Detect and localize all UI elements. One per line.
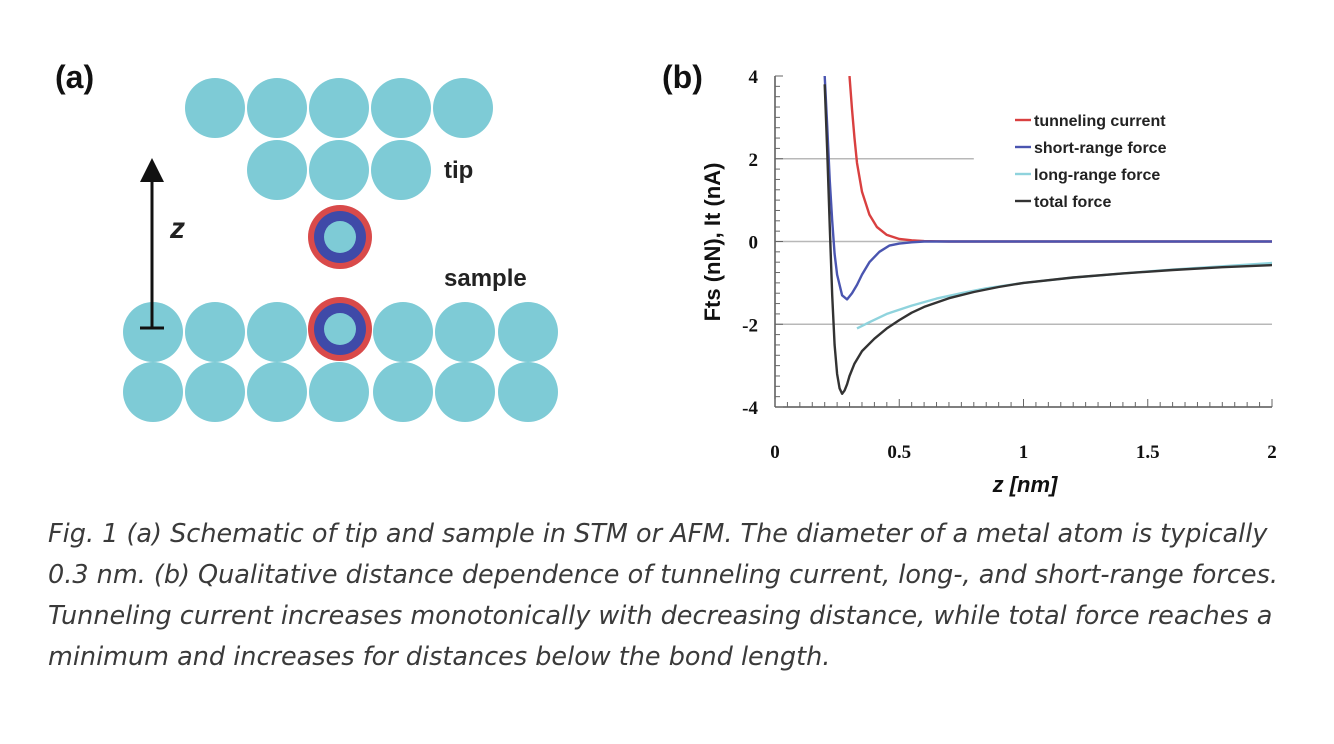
panel-a-label: (a) — [55, 59, 94, 95]
x-tick-label: 0.5 — [887, 442, 911, 463]
legend-item: total force — [1015, 194, 1111, 211]
tip-atom — [185, 78, 245, 138]
series-line-short-range-force — [823, 76, 1272, 301]
z-label: z — [169, 212, 185, 245]
tip-atom — [371, 140, 431, 200]
legend-item: long-range force — [1015, 167, 1160, 184]
tip-atom — [371, 78, 431, 138]
legend-label: total force — [1034, 194, 1111, 211]
axes — [774, 75, 1273, 408]
series-line-total-force — [823, 84, 1272, 395]
tip-atom — [309, 140, 369, 200]
y-tick-label: -4 — [742, 398, 758, 419]
x-tick-label: 0 — [770, 442, 780, 463]
tip-atom — [309, 78, 369, 138]
sample-atom — [373, 362, 433, 422]
x-axis-label: z [nm] — [992, 472, 1058, 497]
sample-atom — [435, 362, 495, 422]
sample-atom — [123, 362, 183, 422]
tip-atom — [247, 140, 307, 200]
apex-atom-tip — [308, 205, 372, 269]
series-group — [823, 76, 1272, 395]
sample-atom — [498, 362, 558, 422]
sample-atom — [247, 362, 307, 422]
sample-atom — [123, 302, 183, 362]
tick-labels: 0 0.5 1 1.5 2 4 2 0 -2 -4 — [742, 67, 1277, 463]
x-tick-label: 1.5 — [1136, 442, 1160, 463]
schematic-panel: (a) tip sample z — [55, 59, 558, 422]
x-tick-label: 1 — [1019, 442, 1029, 463]
sample-atom — [309, 362, 369, 422]
sample-atom — [373, 302, 433, 362]
y-tick-label: 0 — [749, 233, 759, 254]
y-tick-label: 2 — [749, 150, 759, 171]
sample-atom — [247, 302, 307, 362]
panel-b-label: (b) — [662, 59, 703, 95]
sample-atom — [185, 302, 245, 362]
sample-atom — [435, 302, 495, 362]
tip-atom — [433, 78, 493, 138]
legend-label: tunneling current — [1034, 113, 1166, 130]
x-tick-label: 2 — [1267, 442, 1277, 463]
sample-atom — [185, 362, 245, 422]
legend: tunneling current short-range force long-r… — [1015, 113, 1167, 211]
tip-label: tip — [444, 157, 473, 184]
legend-label: long-range force — [1034, 167, 1160, 184]
apex-atom-sample — [308, 297, 372, 361]
sample-label: sample — [444, 265, 527, 292]
atom-grid — [123, 78, 558, 422]
z-arrow — [140, 158, 164, 330]
series-line-long-range-force — [856, 261, 1272, 330]
y-tick-label: 4 — [749, 67, 759, 88]
figure-caption: Fig. 1 (a) Schematic of tip and sample i… — [48, 519, 1278, 672]
y-axis-label: Fts (nN), It (nA) — [700, 163, 725, 322]
sample-atom — [498, 302, 558, 362]
legend-label: short-range force — [1034, 140, 1167, 157]
chart-panel: (b) 0 0.5 1 1.5 2 4 2 0 -2 -4 tunneling current sh… — [662, 59, 1277, 497]
legend-item: short-range force — [1015, 140, 1167, 157]
legend-item: tunneling current — [1015, 113, 1166, 130]
tip-atom — [247, 78, 307, 138]
y-tick-label: -2 — [742, 315, 758, 336]
